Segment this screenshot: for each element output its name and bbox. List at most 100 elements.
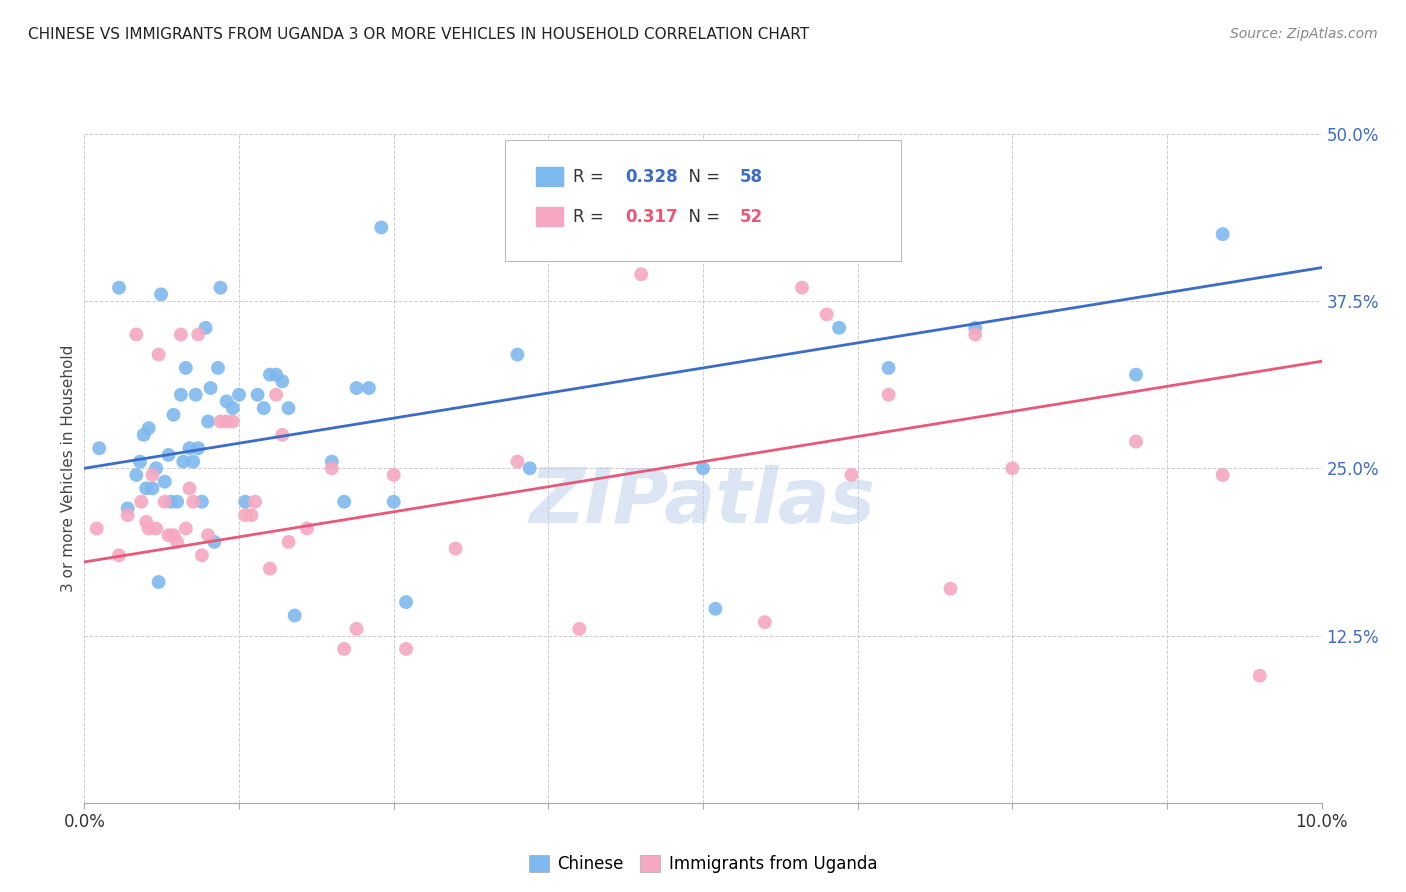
Point [129, 455, 152, 469]
Point [828, 321, 851, 335]
Point [117, 508, 139, 523]
Text: N =: N = [678, 168, 725, 186]
Point [519, 461, 541, 475]
Point [141, 482, 163, 496]
Point [209, 415, 232, 429]
Point [939, 582, 962, 596]
Point [181, 494, 204, 508]
Point [1125, 434, 1147, 449]
Point [333, 494, 356, 508]
Point [135, 482, 157, 496]
Point [215, 415, 238, 429]
Point [277, 401, 299, 416]
Point [321, 461, 343, 475]
Point [1212, 227, 1234, 242]
Point [215, 394, 238, 409]
Point [233, 494, 256, 508]
Point [170, 327, 193, 342]
Point [346, 381, 368, 395]
Text: CHINESE VS IMMIGRANTS FROM UGANDA 3 OR MORE VEHICLES IN HOUSEHOLD CORRELATION CH: CHINESE VS IMMIGRANTS FROM UGANDA 3 OR M… [28, 27, 810, 42]
Point [197, 415, 219, 429]
Point [222, 415, 245, 429]
Text: 0.328: 0.328 [626, 168, 678, 186]
Point [138, 521, 160, 535]
Point [295, 521, 318, 535]
Point [191, 548, 214, 563]
Point [370, 220, 392, 235]
Point [815, 307, 838, 322]
Point [166, 535, 188, 549]
Point [395, 642, 418, 657]
Point [754, 615, 776, 630]
Point [264, 368, 287, 382]
Text: Source: ZipAtlas.com: Source: ZipAtlas.com [1230, 27, 1378, 41]
Point [284, 608, 307, 623]
Point [382, 468, 405, 483]
Point [162, 408, 184, 422]
Point [108, 548, 131, 563]
Point [138, 421, 160, 435]
Bar [536, 168, 564, 186]
Point [187, 327, 209, 342]
Text: 52: 52 [740, 208, 763, 226]
Point [259, 368, 281, 382]
Point [170, 388, 193, 402]
Text: N =: N = [678, 208, 725, 226]
Point [181, 455, 204, 469]
Point [1001, 461, 1024, 475]
Point [382, 494, 405, 508]
Point [506, 455, 529, 469]
Bar [536, 208, 564, 227]
Point [568, 622, 591, 636]
Point [166, 494, 188, 508]
Point [174, 361, 197, 376]
Point [162, 528, 184, 542]
Point [692, 461, 714, 475]
Point [271, 428, 294, 442]
Point [444, 541, 467, 556]
Point [264, 388, 287, 402]
FancyBboxPatch shape [505, 141, 901, 261]
Point [197, 528, 219, 542]
Text: 58: 58 [740, 168, 763, 186]
Point [207, 361, 229, 376]
Point [174, 521, 197, 535]
Point [243, 494, 266, 508]
Point [321, 455, 343, 469]
Point [125, 468, 148, 483]
Point [145, 521, 167, 535]
Point [704, 602, 727, 616]
Point [148, 575, 170, 590]
Point [108, 281, 131, 295]
Point [240, 508, 263, 523]
Point [1249, 669, 1271, 683]
Point [346, 622, 368, 636]
Point [191, 494, 214, 508]
Point [172, 455, 194, 469]
Point [141, 468, 163, 483]
Text: R =: R = [574, 168, 609, 186]
Point [209, 281, 232, 295]
Point [145, 461, 167, 475]
Point [89, 442, 111, 456]
Point [184, 388, 207, 402]
Point [271, 375, 294, 389]
Y-axis label: 3 or more Vehicles in Household: 3 or more Vehicles in Household [60, 344, 76, 592]
Point [200, 381, 222, 395]
Point [148, 348, 170, 362]
Point [125, 327, 148, 342]
Point [357, 381, 380, 395]
Point [160, 494, 183, 508]
Text: ZIPatlas: ZIPatlas [530, 465, 876, 539]
Point [179, 442, 201, 456]
Legend: Chinese, Immigrants from Uganda: Chinese, Immigrants from Uganda [520, 847, 886, 881]
Point [630, 268, 652, 282]
Point [1125, 368, 1147, 382]
Point [965, 321, 987, 335]
Point [86, 521, 108, 535]
Point [153, 475, 176, 489]
Point [259, 562, 281, 576]
Point [150, 287, 173, 301]
Point [233, 508, 256, 523]
Point [277, 535, 299, 549]
